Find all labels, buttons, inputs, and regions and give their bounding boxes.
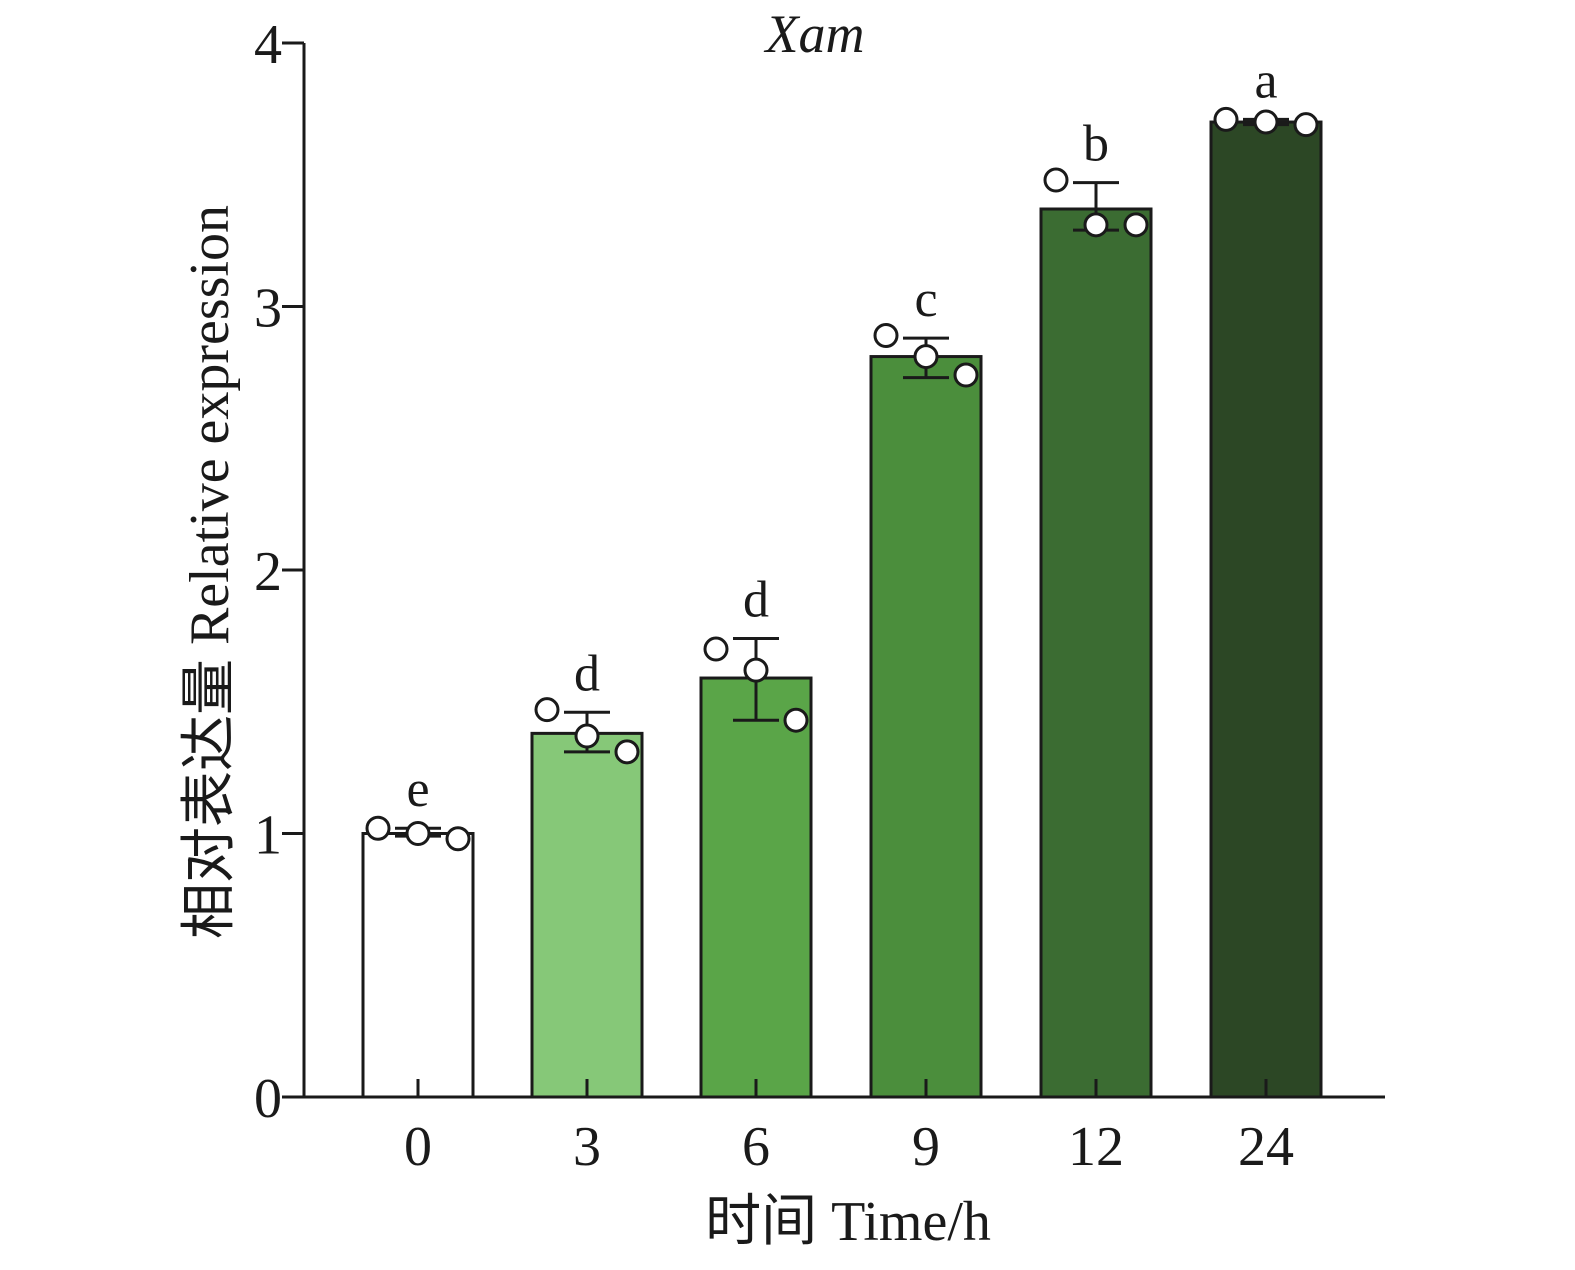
data-point-6-1 [703, 636, 729, 662]
data-point-12-3 [1123, 212, 1149, 238]
bar-9 [869, 355, 983, 1099]
significance-label-9: c [914, 271, 937, 328]
bar-3 [530, 731, 644, 1099]
data-point-0-2 [405, 821, 431, 846]
data-point-0-1 [365, 815, 391, 841]
x-tick-label-6: 6 [742, 1116, 770, 1178]
x-tick-label-0: 0 [404, 1116, 432, 1178]
bars-layer: e d d c b a [361, 52, 1323, 1099]
y-tick-label-1: 1 [254, 805, 282, 867]
x-tick-label-24: 24 [1238, 1116, 1294, 1178]
bar-6 [699, 676, 813, 1099]
bar-0 [361, 832, 475, 1099]
data-point-24-3 [1293, 112, 1319, 138]
data-point-24-1 [1213, 106, 1239, 132]
data-point-9-2 [913, 344, 939, 370]
y-tick-label-2: 2 [254, 541, 282, 603]
x-tick-label-9: 9 [912, 1116, 940, 1178]
data-point-12-2 [1083, 212, 1109, 238]
data-point-12-1 [1043, 167, 1069, 193]
x-tick-label-12: 12 [1068, 1116, 1124, 1178]
data-point-9-3 [953, 362, 979, 388]
x-axis-title: 时间 Time/h [705, 1191, 991, 1253]
y-tick-label-0: 0 [254, 1068, 282, 1130]
bar-12 [1039, 207, 1153, 1099]
data-point-6-3 [783, 707, 809, 733]
y-axis-title: 相对表达量 Relative expression [179, 205, 241, 939]
data-point-24-2 [1253, 109, 1279, 135]
data-point-6-2 [743, 657, 769, 683]
x-tick-label-3: 3 [573, 1116, 601, 1178]
significance-label-12: b [1083, 116, 1109, 173]
significance-label-24: a [1254, 52, 1277, 109]
bar-24 [1209, 120, 1323, 1099]
chart-title: Xam [764, 4, 865, 64]
data-point-9-1 [873, 322, 899, 348]
data-point-3-2 [574, 723, 600, 749]
significance-label-0: e [406, 761, 429, 818]
y-tick-label-4: 4 [254, 14, 282, 76]
data-point-3-3 [614, 739, 640, 765]
data-point-3-1 [534, 697, 560, 723]
significance-label-3: d [574, 645, 600, 702]
significance-label-6: d [743, 572, 769, 629]
data-point-0-3 [445, 826, 471, 852]
y-tick-label-3: 3 [254, 278, 282, 340]
